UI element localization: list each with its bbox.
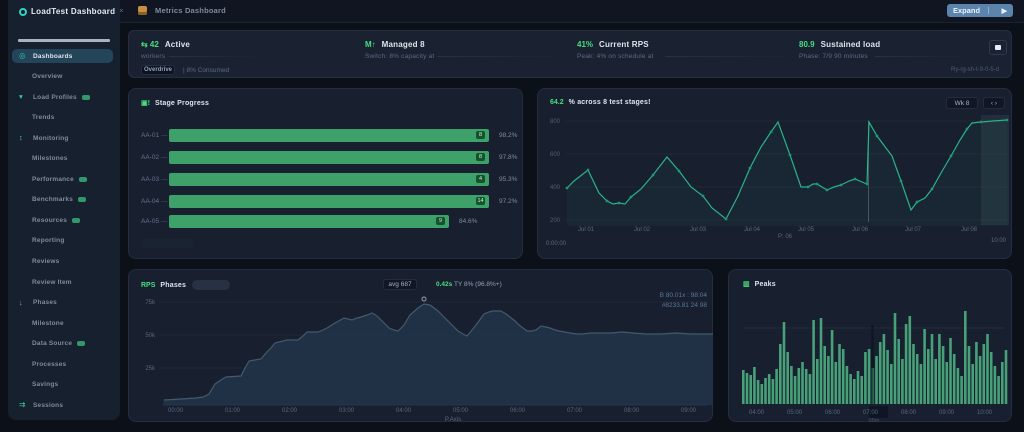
svg-text:08:00: 08:00 bbox=[624, 408, 640, 414]
svg-text:07:00: 07:00 bbox=[863, 410, 879, 416]
svg-text:01:00: 01:00 bbox=[225, 408, 241, 414]
svg-text:10:00: 10:00 bbox=[991, 238, 1007, 244]
svg-text:25k: 25k bbox=[145, 366, 156, 372]
svg-text:10:00: 10:00 bbox=[977, 410, 993, 416]
svg-text:75k: 75k bbox=[145, 300, 156, 306]
svg-text:400: 400 bbox=[550, 185, 561, 191]
svg-text:04:00: 04:00 bbox=[749, 410, 765, 416]
svg-text:Jul 01: Jul 01 bbox=[578, 227, 595, 233]
svg-text:00:00: 00:00 bbox=[168, 408, 184, 414]
svg-text:0:00:00: 0:00:00 bbox=[546, 241, 567, 247]
svg-text:07:00: 07:00 bbox=[567, 408, 583, 414]
svg-text:09:00: 09:00 bbox=[939, 410, 955, 416]
svg-text:05:00: 05:00 bbox=[787, 410, 803, 416]
svg-text:200: 200 bbox=[550, 218, 561, 224]
svg-text:Jul 04: Jul 04 bbox=[744, 227, 761, 233]
svg-text:Jul 05: Jul 05 bbox=[798, 227, 815, 233]
svg-text:Jul 08: Jul 08 bbox=[961, 227, 978, 233]
svg-text:P.Axis: P.Axis bbox=[445, 417, 461, 423]
svg-text:Jul 02: Jul 02 bbox=[634, 227, 651, 233]
svg-text:05m: 05m bbox=[869, 418, 880, 423]
svg-text:600: 600 bbox=[550, 152, 561, 158]
svg-text:03:00: 03:00 bbox=[339, 408, 355, 414]
svg-text:08:00: 08:00 bbox=[901, 410, 917, 416]
svg-text:02:00: 02:00 bbox=[282, 408, 298, 414]
svg-text:05:00: 05:00 bbox=[453, 408, 469, 414]
svg-text:Jul 07: Jul 07 bbox=[905, 227, 922, 233]
svg-text:P: 06: P: 06 bbox=[778, 234, 793, 240]
svg-text:09:00: 09:00 bbox=[681, 408, 697, 414]
svg-text:04:00: 04:00 bbox=[396, 408, 412, 414]
svg-text:06:00: 06:00 bbox=[825, 410, 841, 416]
svg-text:Jul 03: Jul 03 bbox=[690, 227, 707, 233]
svg-text:50k: 50k bbox=[145, 333, 156, 339]
svg-text:06:00: 06:00 bbox=[510, 408, 526, 414]
svg-text:Jul 06: Jul 06 bbox=[852, 227, 869, 233]
svg-text:800: 800 bbox=[550, 119, 561, 125]
